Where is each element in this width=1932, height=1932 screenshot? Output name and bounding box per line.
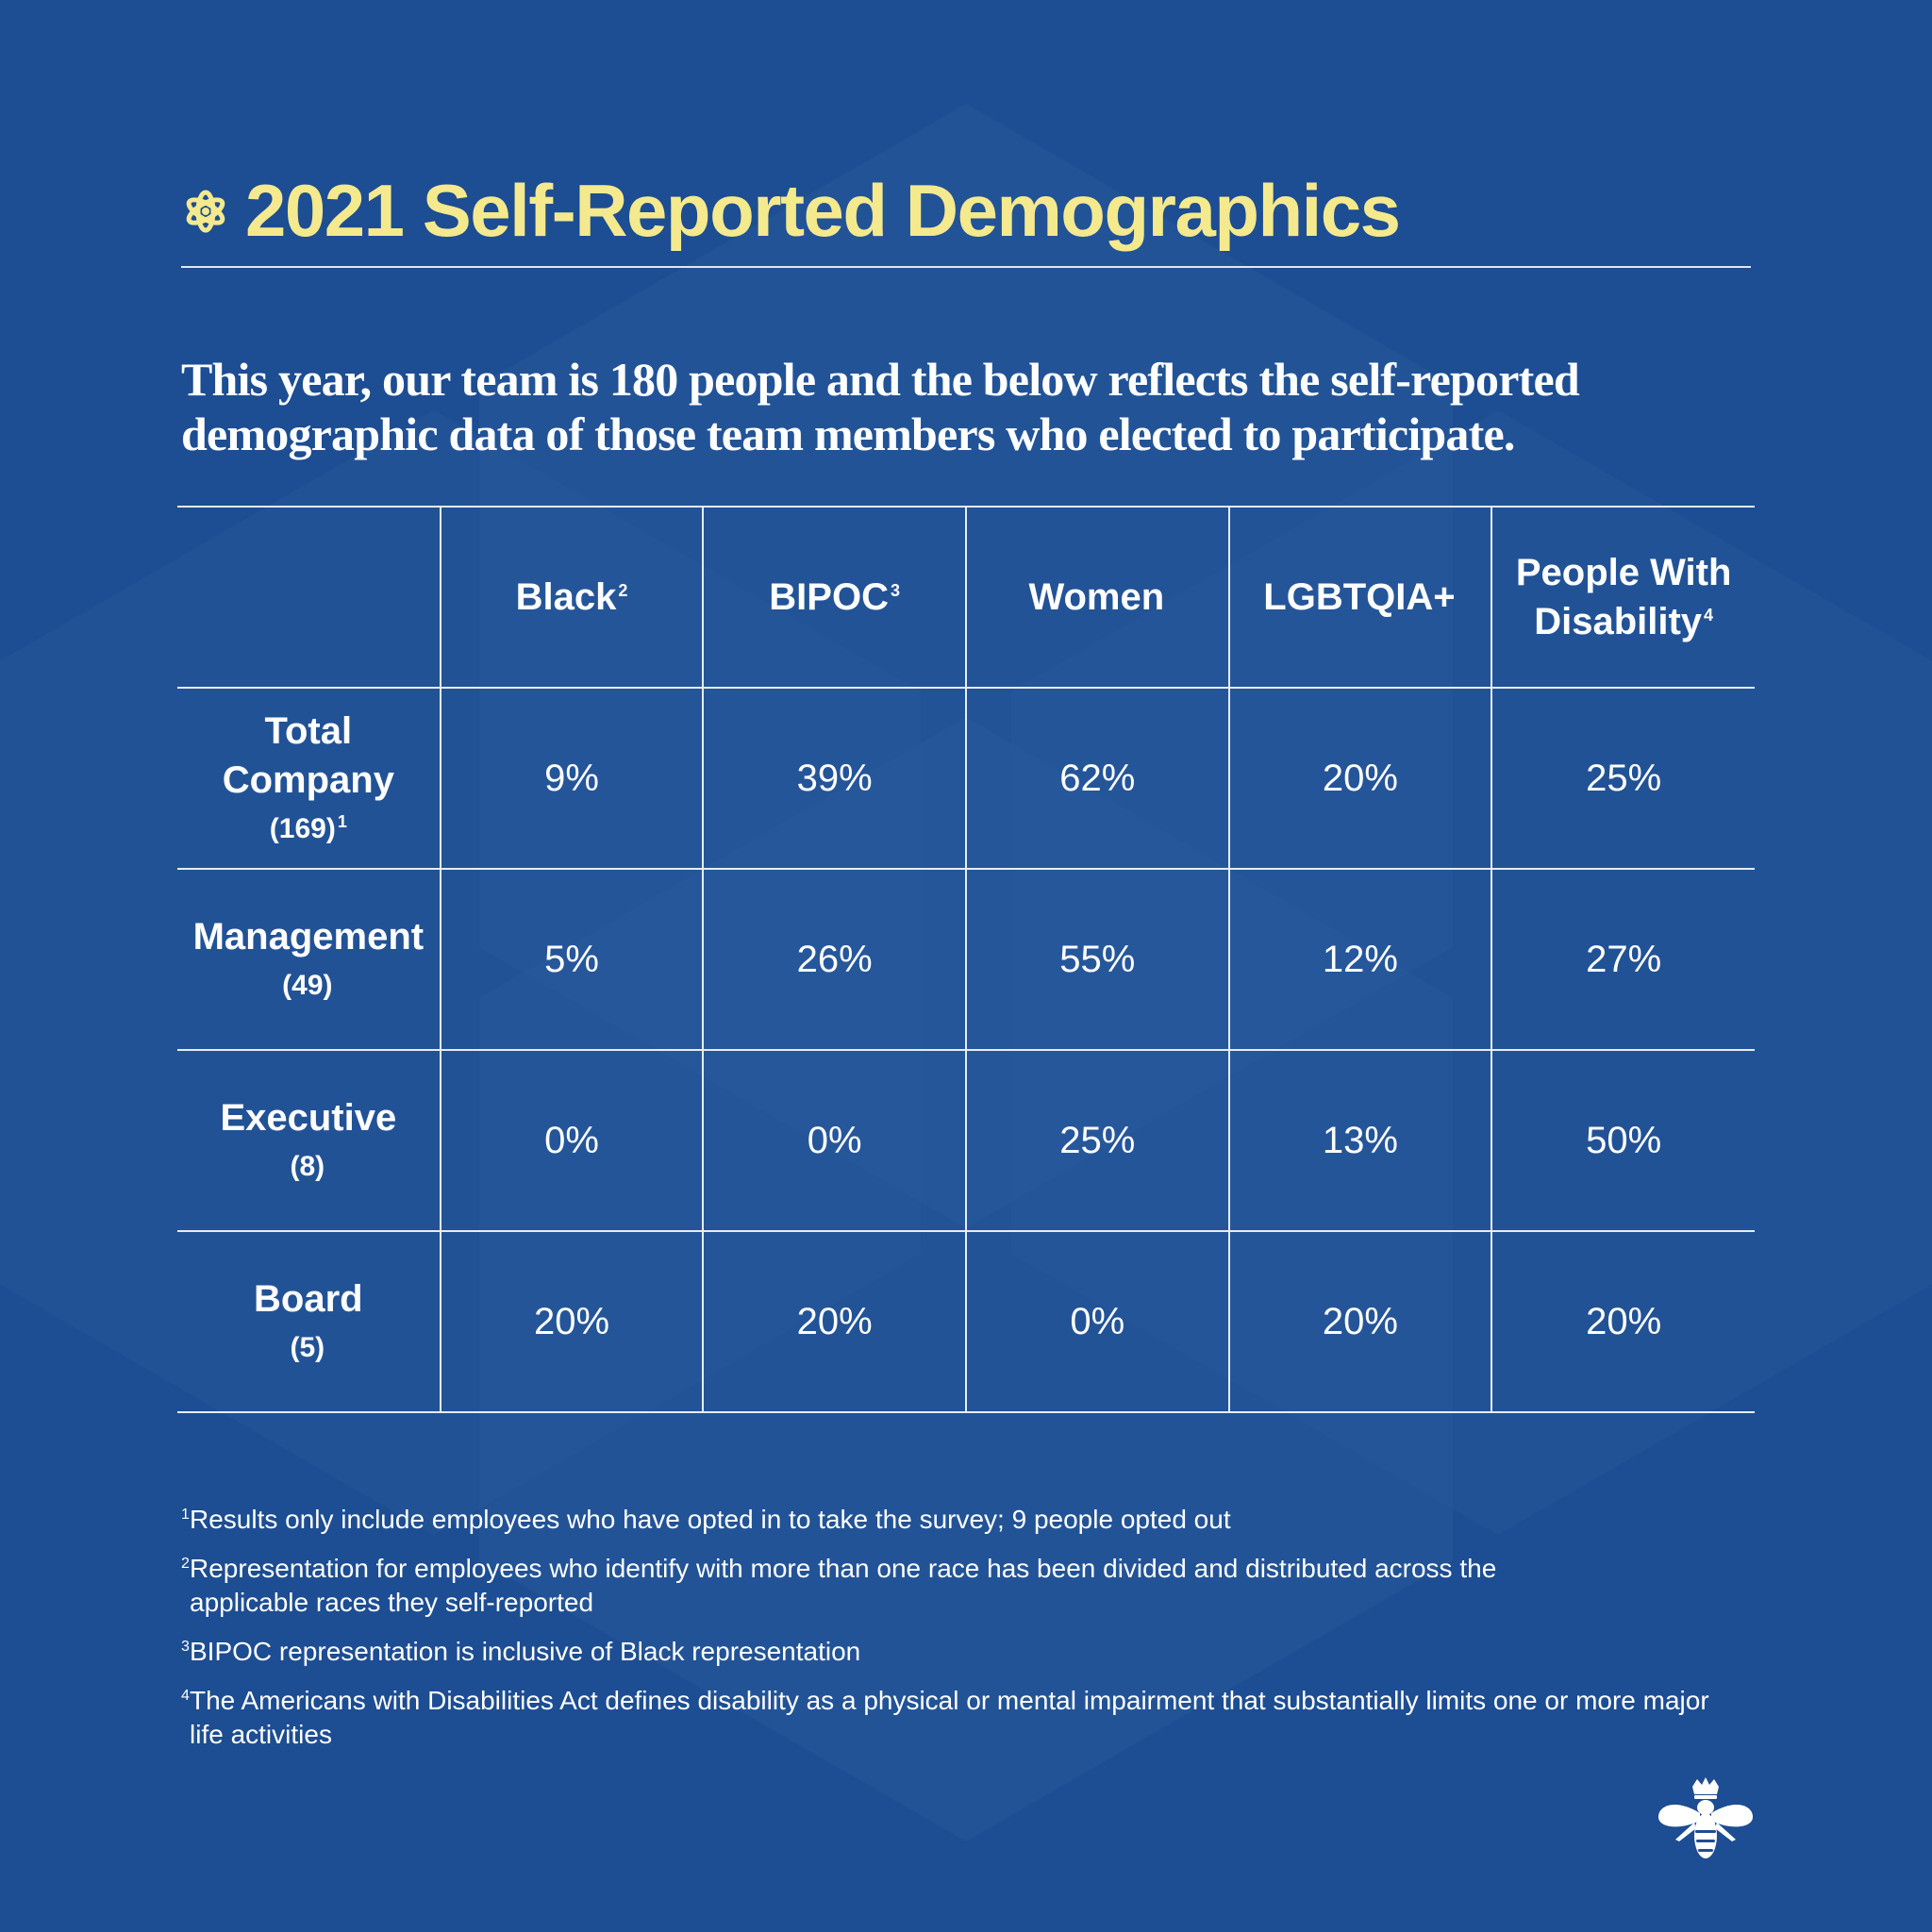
column-header: People With Disability 4: [1491, 506, 1755, 689]
footnote-mark: 1: [181, 1507, 190, 1523]
footnote-text: Results only include employees who have …: [190, 1505, 1231, 1534]
row-count: (8): [183, 1146, 434, 1188]
table-cell: 0%: [964, 1230, 1230, 1413]
row-count: (49): [183, 965, 434, 1007]
column-header-label: Black: [515, 576, 617, 618]
column-header-label: BIPOC: [769, 576, 889, 618]
table-cell: 25%: [1491, 687, 1755, 870]
column-header: LGBTQIA+: [1227, 506, 1493, 689]
footnotes: 1 Results only include employees who hav…: [181, 1503, 1747, 1767]
footnote-text: Representation for employees who identif…: [190, 1554, 1497, 1617]
row-count: (5): [183, 1327, 434, 1369]
table-cell: 13%: [1227, 1049, 1493, 1232]
table-cell: 20%: [1491, 1230, 1755, 1413]
table-cell: 27%: [1491, 868, 1755, 1051]
row-label: Total Company: [222, 710, 394, 801]
row-count-value: (5): [290, 1332, 325, 1363]
row-header: Executive (8): [177, 1049, 441, 1232]
footnote-mark: 3: [890, 580, 900, 600]
row-label: Management: [192, 916, 425, 958]
footnote-text: BIPOC representation is inclusive of Bla…: [190, 1637, 861, 1666]
footnote: 3 BIPOC representation is inclusive of B…: [181, 1635, 1747, 1669]
row-header: Management (49): [177, 868, 441, 1051]
corner-cell: [177, 506, 441, 689]
table-cell: 26%: [702, 868, 967, 1051]
table-cell: 20%: [439, 1230, 705, 1413]
table-cell: 20%: [702, 1230, 967, 1413]
footnote-mark: 2: [181, 1556, 190, 1572]
table-cell: 5%: [439, 868, 705, 1051]
table-cell: 9%: [439, 687, 705, 870]
footnote-mark: 4: [181, 1688, 190, 1704]
row-count-value: (49): [282, 970, 333, 1001]
row-header: Total Company (169) 1: [177, 687, 441, 870]
table-cell: 25%: [964, 1049, 1230, 1232]
row-count-value: (8): [290, 1151, 325, 1182]
column-header: Women: [964, 506, 1230, 689]
column-header: Black 2: [439, 506, 705, 689]
table-cell: 12%: [1227, 868, 1493, 1051]
flower-icon: [186, 190, 225, 232]
table-cell: 0%: [439, 1049, 705, 1232]
table-header-row: Black 2 BIPOC 3 Women LGBTQIA+ People With…: [177, 506, 1755, 689]
table-cell: 39%: [702, 687, 967, 870]
table-row: Executive (8) 0% 0% 25% 13% 50%: [177, 1049, 1755, 1232]
table-row: Management (49) 5% 26% 55% 12% 27%: [177, 868, 1755, 1051]
row-label: Board: [254, 1278, 363, 1320]
crowned-bee-icon: [1658, 1777, 1753, 1858]
footnote: 2 Representation for employees who ident…: [181, 1552, 1747, 1620]
title-row: 2021 Self-Reported Demographics: [181, 168, 1401, 254]
intro-text: This year, our team is 180 people and th…: [181, 353, 1580, 460]
table-cell: 20%: [1227, 1230, 1493, 1413]
page-title: 2021 Self-Reported Demographics: [245, 169, 1401, 252]
column-header-label: Women: [1028, 576, 1165, 618]
row-count: (169) 1: [183, 808, 434, 850]
table-cell: 50%: [1491, 1049, 1755, 1232]
title-divider: [181, 266, 1751, 268]
column-header-label: LGBTQIA+: [1263, 576, 1456, 618]
table-row: Total Company (169) 1 9% 39% 62% 20% 25%: [177, 687, 1755, 870]
table-row: Board (5) 20% 20% 0% 20% 20%: [177, 1230, 1755, 1413]
table-cell: 0%: [702, 1049, 967, 1232]
table-cell: 55%: [964, 868, 1230, 1051]
row-count-value: (169): [269, 813, 336, 844]
column-header: BIPOC 3: [702, 506, 967, 689]
footnote: 4 The Americans with Disabilities Act de…: [181, 1684, 1747, 1752]
footnote-mark: 2: [618, 580, 628, 600]
footnote-mark: 1: [337, 812, 347, 831]
footnote-mark: 4: [1704, 605, 1714, 625]
footnote-mark: 3: [181, 1639, 190, 1655]
table-cell: 20%: [1227, 687, 1493, 870]
demographics-table: Black 2 BIPOC 3 Women LGBTQIA+ People With…: [177, 506, 1755, 1413]
footnote: 1 Results only include employees who hav…: [181, 1503, 1747, 1537]
footnote-text: The Americans with Disabilities Act defi…: [190, 1686, 1709, 1749]
row-label: Executive: [220, 1097, 397, 1139]
table-cell: 62%: [964, 687, 1230, 870]
column-header-label: People With Disability: [1515, 552, 1732, 642]
row-header: Board (5): [177, 1230, 441, 1413]
